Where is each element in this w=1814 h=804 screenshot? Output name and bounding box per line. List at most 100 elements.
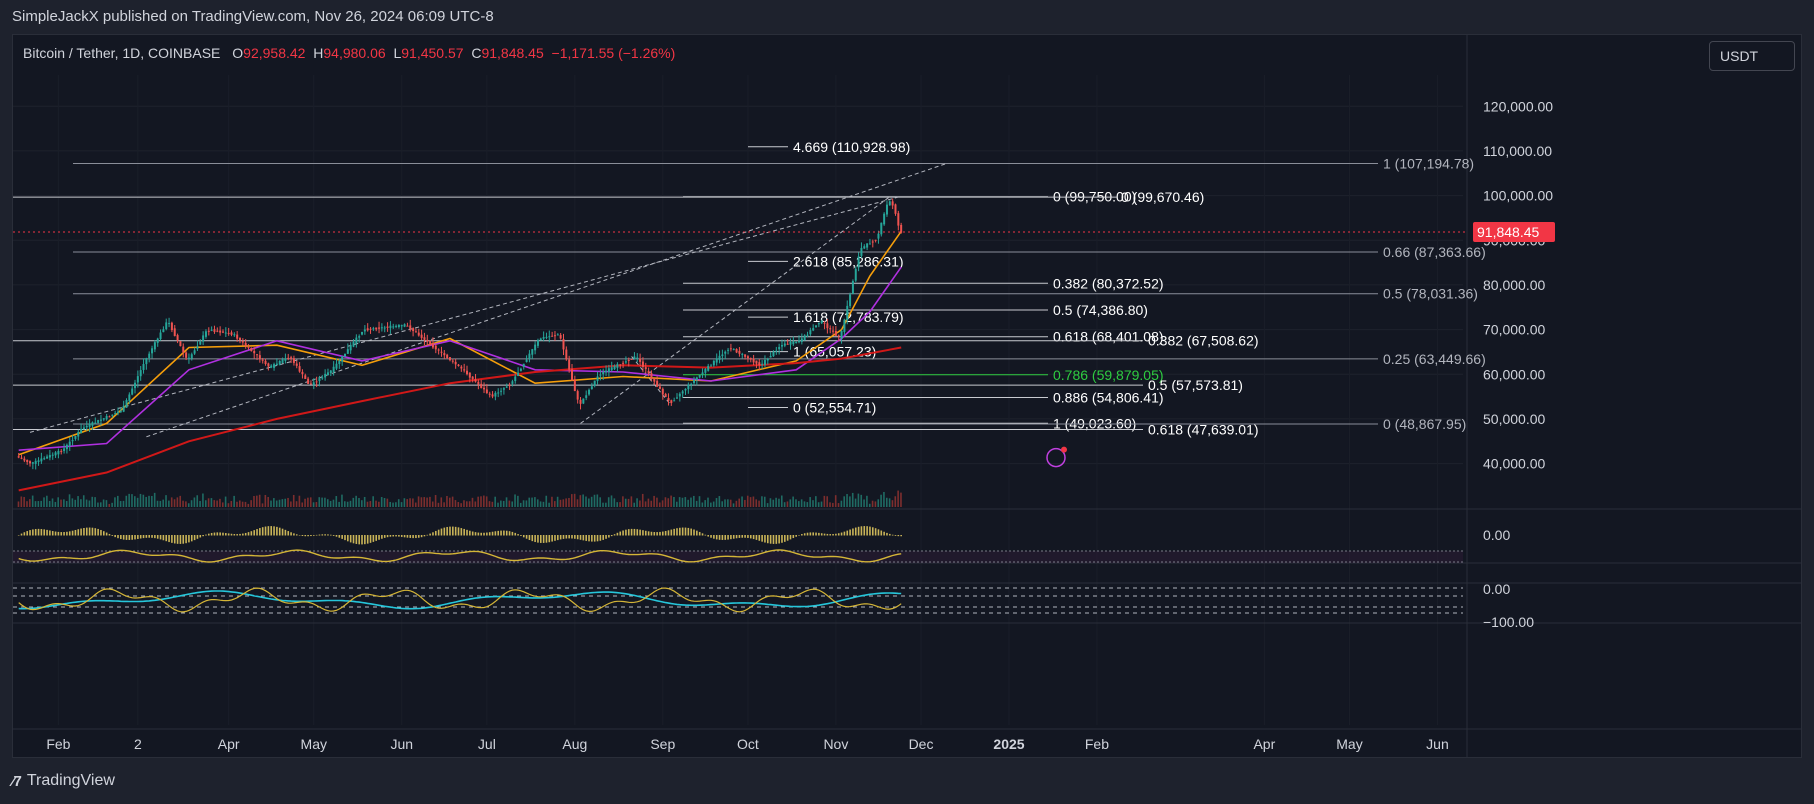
- histogram-bar: [454, 526, 457, 536]
- symbol-label[interactable]: Bitcoin / Tether, 1D, COINBASE: [23, 45, 221, 61]
- histogram-bar: [701, 533, 704, 536]
- volume-bar: [854, 498, 857, 507]
- histogram-bar: [40, 529, 43, 536]
- histogram-bar: [505, 530, 508, 536]
- chart-frame[interactable]: 40,000.00 50,000.00 60,000.00 70,000.00 80,0…: [12, 34, 1802, 758]
- lightning-icon: [1046, 447, 1066, 468]
- candle-body: [372, 328, 375, 330]
- volume-bar: [380, 497, 383, 507]
- candle-body: [891, 201, 894, 206]
- currency-button[interactable]: USDT: [1709, 41, 1795, 71]
- volume-bar: [698, 496, 701, 507]
- histogram-bar: [466, 529, 468, 536]
- histogram-pane: [17, 526, 902, 545]
- volume-bar: [326, 499, 329, 507]
- volume-bar: [128, 493, 130, 507]
- candle-body: [338, 360, 341, 364]
- histogram-bar: [400, 535, 403, 537]
- volume-bar: [837, 503, 840, 507]
- histogram-bar: [525, 535, 528, 539]
- volume-bar: [275, 500, 278, 507]
- tradingview-logo[interactable]: ⁄7 TradingView: [12, 772, 115, 790]
- chart-canvas[interactable]: 40,000.00 50,000.00 60,000.00 70,000.00 80,0…: [13, 35, 1801, 757]
- candle-body: [548, 336, 551, 338]
- histogram-bar: [871, 527, 874, 536]
- histogram-bar: [599, 535, 602, 541]
- histogram-bar: [579, 535, 582, 540]
- volume-bar: [880, 494, 882, 507]
- candle-body: [239, 338, 242, 341]
- volume-bar: [409, 498, 411, 507]
- volume-bar: [105, 500, 108, 507]
- candle-body: [162, 329, 165, 333]
- x-tick-label: Feb: [46, 736, 70, 752]
- trend-lines: [29, 162, 947, 438]
- histogram-bar: [608, 535, 610, 538]
- histogram-bar: [293, 533, 295, 536]
- volume-bar: [315, 502, 318, 507]
- volume-bar: [500, 500, 502, 507]
- volume-bar: [349, 500, 352, 507]
- candle-body: [536, 340, 539, 346]
- volume-bar: [732, 503, 735, 507]
- candle-body: [65, 444, 68, 450]
- histogram-bar: [310, 535, 312, 537]
- candle-body: [380, 327, 383, 329]
- histogram-bar: [369, 535, 372, 543]
- volume-bar: [525, 500, 528, 507]
- candle-body: [715, 358, 718, 363]
- volume-bar: [329, 500, 332, 507]
- histogram-bar: [216, 532, 219, 536]
- volume-bar: [366, 501, 369, 507]
- candle-body: [480, 383, 483, 388]
- candle-body: [854, 268, 857, 281]
- volume-bar: [579, 495, 582, 507]
- histogram-bar: [378, 535, 380, 540]
- candle-body: [508, 385, 511, 387]
- volume-bar: [187, 503, 190, 507]
- candle-body: [684, 388, 687, 391]
- histogram-bar: [287, 531, 290, 536]
- histogram-bar: [162, 535, 165, 541]
- histogram-bar: [633, 528, 636, 536]
- candle-body: [559, 335, 562, 339]
- volume-bar: [403, 498, 406, 507]
- volume-bar: [71, 498, 74, 507]
- volume-bar: [860, 494, 863, 507]
- volume-bar: [639, 500, 641, 507]
- volume-bar: [443, 502, 445, 507]
- volume-bar: [179, 495, 182, 507]
- histogram-bar: [341, 535, 343, 539]
- candle-body: [485, 389, 488, 394]
- histogram-bar: [557, 535, 559, 541]
- histogram-bar: [491, 531, 494, 536]
- volume-bar: [803, 501, 806, 507]
- volume-bar: [196, 495, 199, 507]
- histogram-bar: [613, 534, 616, 536]
- histogram-bar: [267, 526, 270, 536]
- volume-bar: [710, 502, 712, 507]
- volume-bar: [77, 496, 79, 507]
- candle-body: [582, 398, 585, 404]
- y-tick-label: 60,000.00: [1483, 366, 1545, 382]
- moving-average-line: [18, 230, 902, 456]
- candle-body: [142, 364, 145, 370]
- volume-bar: [352, 497, 355, 507]
- volume-bar: [395, 502, 397, 507]
- histogram-bar: [120, 535, 122, 540]
- candle-body: [369, 328, 372, 330]
- candle-body: [744, 354, 747, 357]
- volume-bar: [590, 496, 593, 507]
- histogram-bar: [602, 535, 605, 540]
- volume-bar: [420, 497, 423, 507]
- volume-bar: [392, 502, 394, 507]
- trend-line: [631, 356, 672, 406]
- volume-bar: [551, 496, 553, 507]
- histogram-bar: [508, 531, 511, 536]
- last-price-label: 91,848.45: [1477, 224, 1539, 240]
- candle-body: [894, 204, 897, 214]
- histogram-bar: [247, 532, 250, 536]
- candle-body: [607, 368, 610, 373]
- candle-body: [585, 395, 588, 398]
- candle-body: [468, 372, 471, 378]
